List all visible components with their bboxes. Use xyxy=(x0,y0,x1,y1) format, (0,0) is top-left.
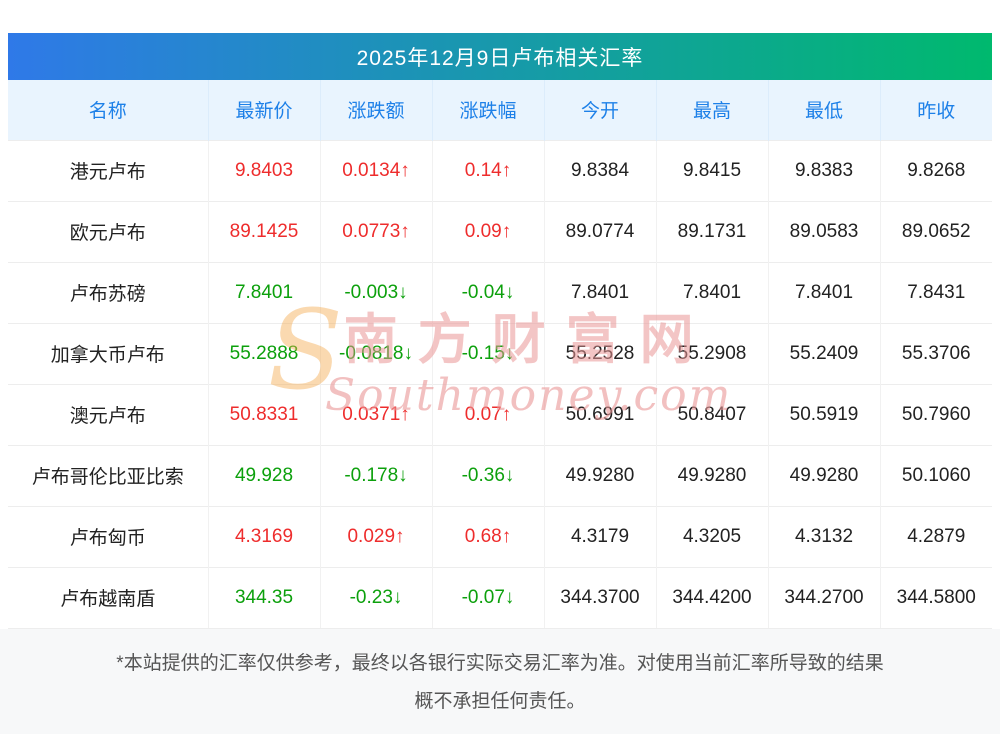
cell-low: 50.5919 xyxy=(768,383,881,445)
cell-high: 55.2908 xyxy=(656,322,769,384)
cell-high: 344.4200 xyxy=(656,566,769,629)
cell-change-pct: -0.15↓ xyxy=(432,322,545,384)
cell-latest: 50.8331 xyxy=(208,383,321,445)
cell-change-pct: -0.04↓ xyxy=(432,261,545,323)
cell-high: 9.8415 xyxy=(656,139,769,201)
cell-open: 344.3700 xyxy=(544,566,657,629)
page-title: 2025年12月9日卢布相关汇率 xyxy=(8,33,992,80)
cell-prev-close: 4.2879 xyxy=(880,505,992,567)
currency-pair-name: 卢布匈币 xyxy=(8,505,209,567)
table-row: 卢布匈币 4.3169 0.029↑ 0.68↑ 4.3179 4.3205 4.3132 4… xyxy=(8,505,992,567)
currency-pair-name: 加拿大币卢布 xyxy=(8,322,209,384)
table-row: 卢布哥伦比亚比索 49.928 -0.178↓ -0.36↓ 49.9280 49.928… xyxy=(8,444,992,506)
column-header-change-pct: 涨跌幅 xyxy=(432,80,545,140)
currency-pair-name: 港元卢布 xyxy=(8,139,209,201)
cell-latest: 344.35 xyxy=(208,566,321,629)
table-row: 澳元卢布 50.8331 0.0371↑ 0.07↑ 50.6991 50.8407 50.… xyxy=(8,383,992,445)
table-header-row: 名称 最新价 涨跌额 涨跌幅 今开 最高 最低 昨收 xyxy=(8,80,992,140)
disclaimer-line-1: *本站提供的汇率仅供参考，最终以各银行实际交易汇率为准。对使用当前汇率所导致的结… xyxy=(116,652,884,674)
table-body: 港元卢布 9.8403 0.0134↑ 0.14↑ 9.8384 9.8415 9.8383… xyxy=(8,139,992,629)
table-row: 卢布苏磅 7.8401 -0.003↓ -0.04↓ 7.8401 7.8401 7.840… xyxy=(8,261,992,323)
cell-change-pct: 0.14↑ xyxy=(432,139,545,201)
cell-open: 49.9280 xyxy=(544,444,657,506)
column-header-latest: 最新价 xyxy=(208,80,321,140)
cell-change-pct: 0.68↑ xyxy=(432,505,545,567)
cell-open: 89.0774 xyxy=(544,200,657,262)
currency-pair-name: 卢布哥伦比亚比索 xyxy=(8,444,209,506)
column-header-low: 最低 xyxy=(768,80,881,140)
exchange-rate-table: 名称 最新价 涨跌额 涨跌幅 今开 最高 最低 昨收 港元卢布 9.8403 0.0134↑ 0.1… xyxy=(8,80,992,629)
currency-pair-name: 欧元卢布 xyxy=(8,200,209,262)
cell-low: 7.8401 xyxy=(768,261,881,323)
currency-pair-name: 卢布越南盾 xyxy=(8,566,209,629)
cell-latest: 89.1425 xyxy=(208,200,321,262)
cell-change-pct: 0.07↑ xyxy=(432,383,545,445)
currency-pair-name: 澳元卢布 xyxy=(8,383,209,445)
disclaimer-line-2: 概不承担任何责任。 xyxy=(414,690,586,712)
cell-high: 50.8407 xyxy=(656,383,769,445)
disclaimer: *本站提供的汇率仅供参考，最终以各银行实际交易汇率为准。对使用当前汇率所导致的结… xyxy=(0,628,1000,734)
cell-latest: 4.3169 xyxy=(208,505,321,567)
table-row: 港元卢布 9.8403 0.0134↑ 0.14↑ 9.8384 9.8415 9.8383… xyxy=(8,139,992,201)
table-row: 加拿大币卢布 55.2888 -0.0818↓ -0.15↓ 55.2528 55.290… xyxy=(8,322,992,384)
cell-change: -0.003↓ xyxy=(320,261,433,323)
cell-prev-close: 50.7960 xyxy=(880,383,992,445)
cell-high: 49.9280 xyxy=(656,444,769,506)
cell-low: 89.0583 xyxy=(768,200,881,262)
cell-change: -0.178↓ xyxy=(320,444,433,506)
cell-change: -0.23↓ xyxy=(320,566,433,629)
exchange-rate-page: 2025年12月9日卢布相关汇率 名称 最新价 涨跌额 涨跌幅 今开 最高 最低 昨收 港元卢… xyxy=(8,33,992,629)
column-header-change: 涨跌额 xyxy=(320,80,433,140)
currency-pair-name: 卢布苏磅 xyxy=(8,261,209,323)
cell-low: 344.2700 xyxy=(768,566,881,629)
cell-high: 89.1731 xyxy=(656,200,769,262)
cell-open: 4.3179 xyxy=(544,505,657,567)
cell-change: -0.0818↓ xyxy=(320,322,433,384)
column-header-name: 名称 xyxy=(8,80,209,140)
cell-prev-close: 7.8431 xyxy=(880,261,992,323)
cell-low: 49.9280 xyxy=(768,444,881,506)
cell-change-pct: -0.07↓ xyxy=(432,566,545,629)
table-row: 卢布越南盾 344.35 -0.23↓ -0.07↓ 344.3700 344.4200 3… xyxy=(8,566,992,629)
cell-open: 55.2528 xyxy=(544,322,657,384)
cell-open: 50.6991 xyxy=(544,383,657,445)
cell-open: 7.8401 xyxy=(544,261,657,323)
cell-change-pct: 0.09↑ xyxy=(432,200,545,262)
cell-latest: 7.8401 xyxy=(208,261,321,323)
cell-prev-close: 9.8268 xyxy=(880,139,992,201)
cell-change: 0.029↑ xyxy=(320,505,433,567)
cell-low: 4.3132 xyxy=(768,505,881,567)
column-header-open: 今开 xyxy=(544,80,657,140)
table-row: 欧元卢布 89.1425 0.0773↑ 0.09↑ 89.0774 89.1731 89.… xyxy=(8,200,992,262)
cell-latest: 9.8403 xyxy=(208,139,321,201)
column-header-prev-close: 昨收 xyxy=(880,80,992,140)
cell-low: 9.8383 xyxy=(768,139,881,201)
cell-latest: 49.928 xyxy=(208,444,321,506)
cell-high: 7.8401 xyxy=(656,261,769,323)
cell-prev-close: 344.5800 xyxy=(880,566,992,629)
cell-change: 0.0773↑ xyxy=(320,200,433,262)
table-header: 名称 最新价 涨跌额 涨跌幅 今开 最高 最低 昨收 xyxy=(8,80,992,140)
cell-open: 9.8384 xyxy=(544,139,657,201)
cell-latest: 55.2888 xyxy=(208,322,321,384)
cell-change: 0.0134↑ xyxy=(320,139,433,201)
cell-change: 0.0371↑ xyxy=(320,383,433,445)
cell-prev-close: 89.0652 xyxy=(880,200,992,262)
page-title-text: 2025年12月9日卢布相关汇率 xyxy=(356,46,644,70)
cell-prev-close: 50.1060 xyxy=(880,444,992,506)
column-header-high: 最高 xyxy=(656,80,769,140)
cell-low: 55.2409 xyxy=(768,322,881,384)
cell-change-pct: -0.36↓ xyxy=(432,444,545,506)
cell-high: 4.3205 xyxy=(656,505,769,567)
cell-prev-close: 55.3706 xyxy=(880,322,992,384)
